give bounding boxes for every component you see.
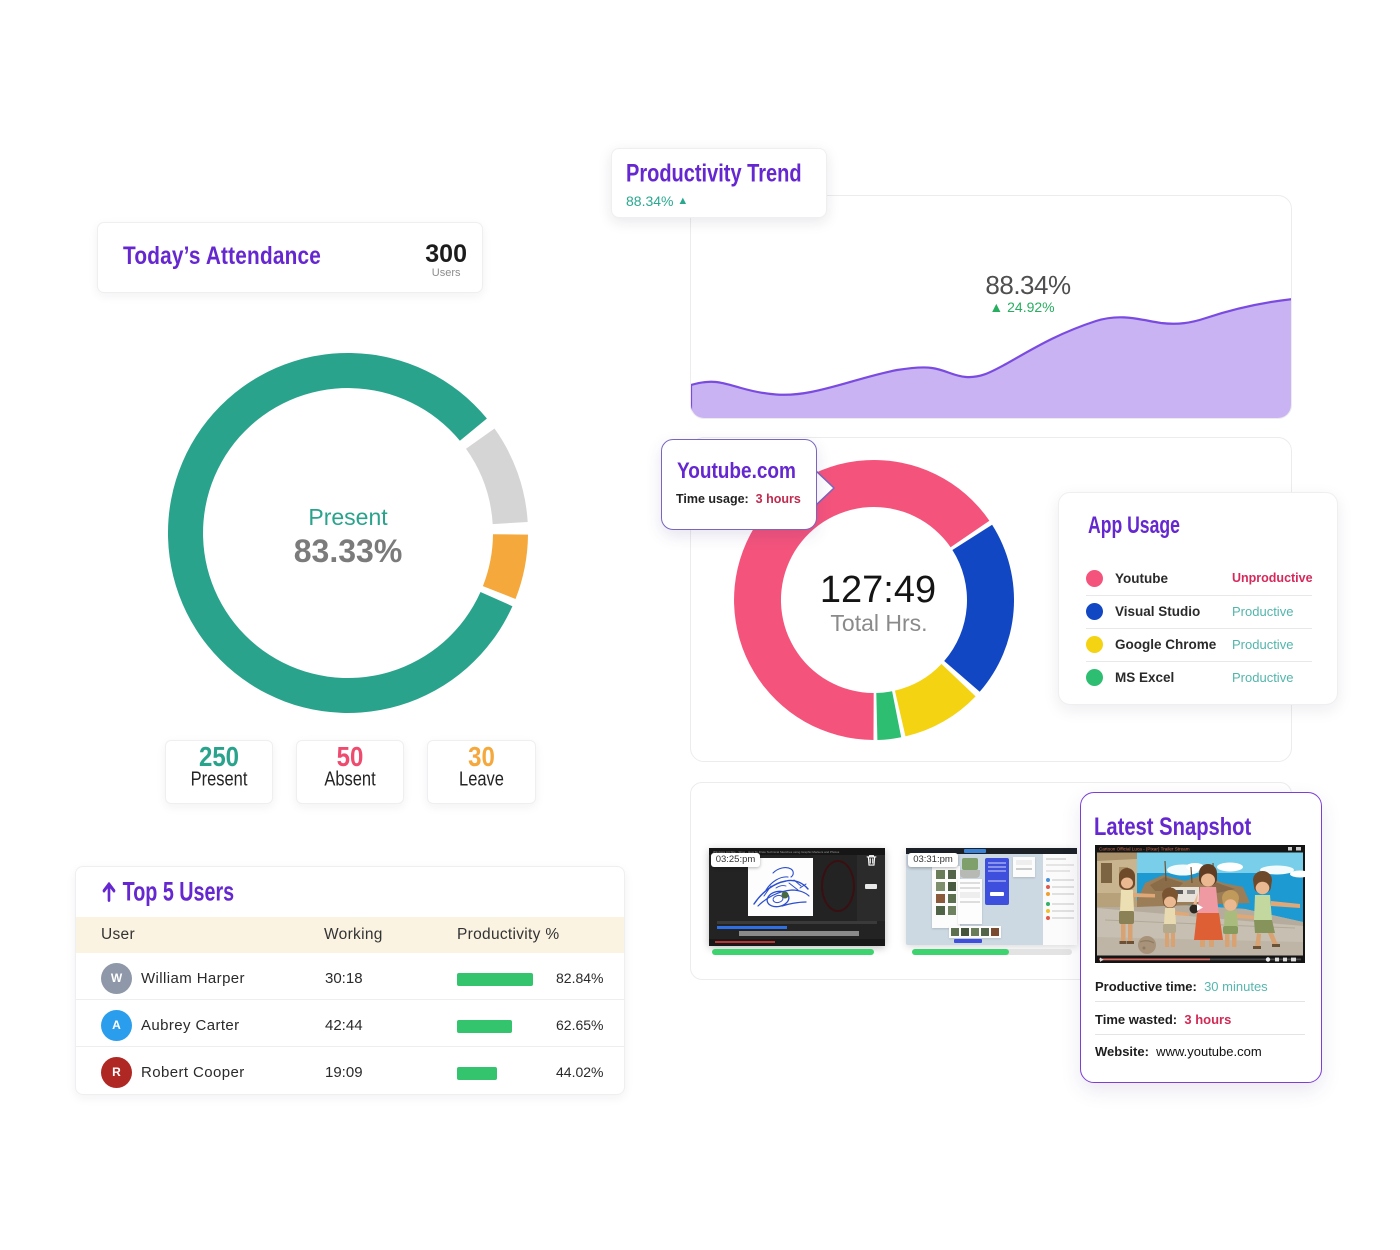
svg-text:Cartoon Official Luca - (Pixar: Cartoon Official Luca - (Pixar) Trailer … [1099, 847, 1190, 852]
